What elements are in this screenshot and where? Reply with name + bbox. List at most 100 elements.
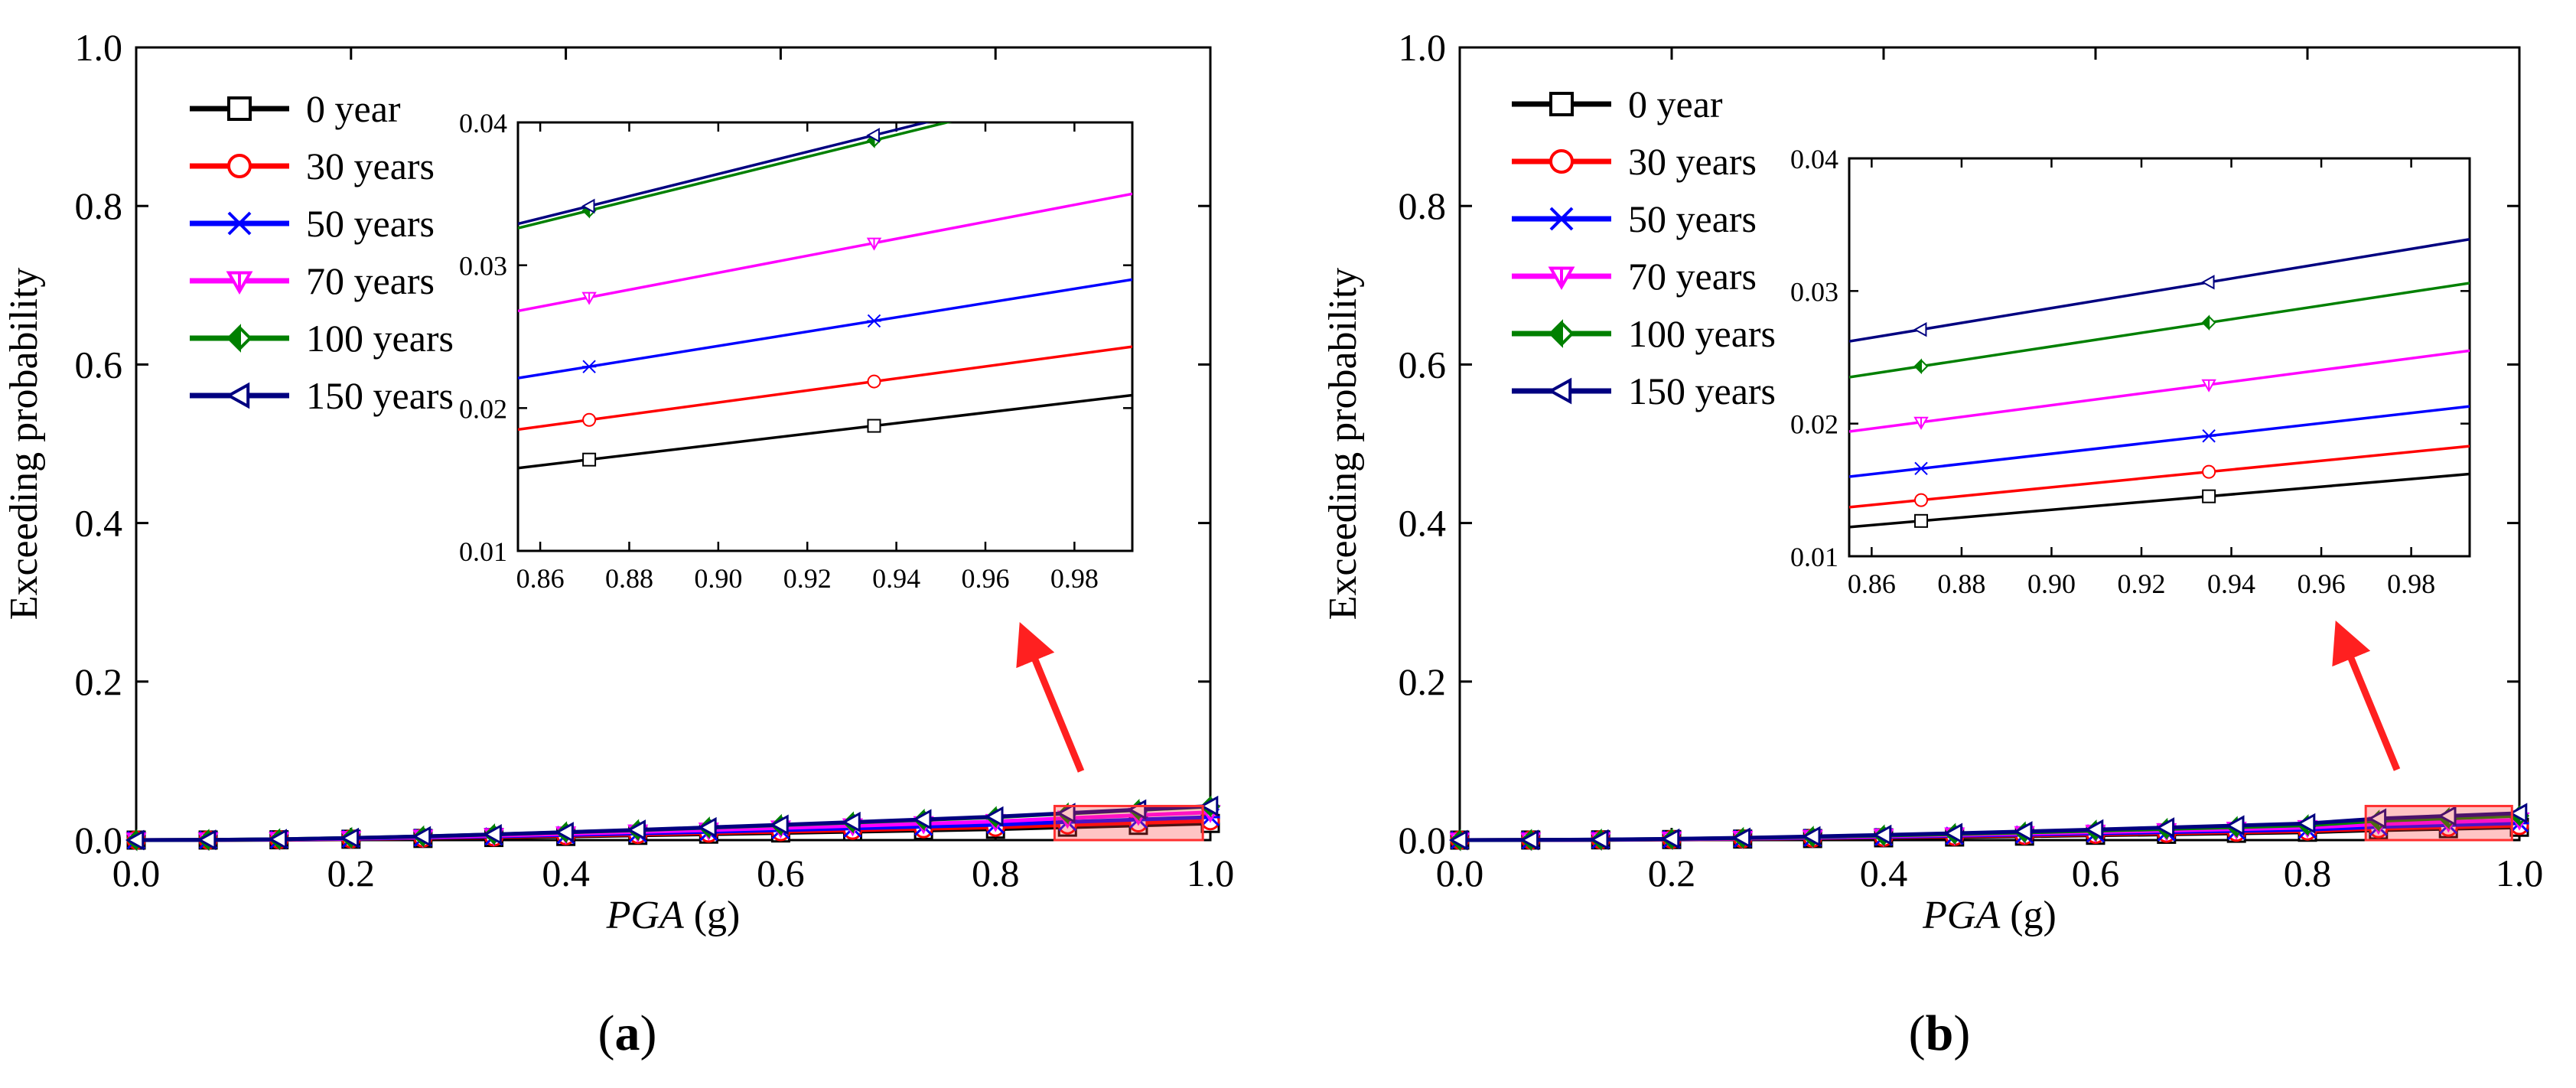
inset-series-group (518, 122, 1132, 470)
inset-series-group (1849, 238, 2470, 529)
legend-item: 150 years (190, 374, 454, 417)
inset-data-point (1913, 461, 1929, 476)
legend-marker-half (226, 324, 241, 353)
inset-data-point (2202, 489, 2216, 503)
legend-marker (227, 96, 252, 121)
inset-x-tick-label: 0.96 (2298, 568, 2346, 599)
inset-series-150-years (1849, 238, 2470, 343)
inset-x-tick-label: 0.88 (605, 563, 653, 594)
inset-series-70-years (1849, 349, 2470, 433)
inset-data-point-half (1913, 358, 1923, 375)
x-tick-label: 0.2 (327, 852, 376, 894)
legend-label: 0 year (306, 87, 401, 130)
legend-marker (225, 382, 250, 409)
legend-item: 150 years (1512, 370, 1776, 412)
inset-series-0-year (1849, 472, 2470, 529)
x-tick-label: 0.6 (2072, 852, 2120, 894)
inset-series-50-years (518, 278, 1132, 379)
legend-item: 0 year (190, 87, 401, 130)
chart-panel-a: 0.0 0.2 0.4 0.6 0.8 1.0 0.0 0.2 0.4 0.6 0.8 1.0 PGA … (2, 26, 1234, 1061)
y-tick-label: 0.2 (75, 660, 123, 703)
x-tick-label: 0.2 (1648, 852, 1696, 894)
data-point (2084, 819, 2104, 840)
inset-x-tick-label: 0.92 (783, 563, 832, 594)
inset-x-tick-label: 0.98 (2387, 568, 2435, 599)
inset-series-150-years (518, 122, 932, 226)
inset-x-tick-label: 0.98 (1050, 563, 1099, 594)
data-point (1731, 827, 1751, 849)
legend-label: 100 years (306, 317, 454, 360)
inset-series-line (518, 393, 1132, 470)
inset-series-line (518, 345, 1132, 432)
data-point (1519, 829, 1539, 851)
data-point (412, 826, 432, 847)
x-axis-label: PGA (g) (1922, 894, 2057, 937)
legend-item: 30 years (1512, 140, 1757, 183)
y-tick-label: 0.8 (1399, 184, 1447, 227)
inset-y-tick-label: 0.04 (1790, 144, 1838, 174)
x-tick-label: 0.4 (1860, 852, 1908, 894)
legend-marker (1549, 149, 1574, 174)
legend-label: 50 years (1628, 197, 1757, 240)
data-point (1057, 803, 1076, 824)
inset-data-point (2201, 429, 2216, 443)
x-tick-label: 0.6 (757, 852, 805, 894)
inset-data-point (867, 374, 881, 389)
data-point (913, 809, 932, 830)
inset-frame (516, 121, 1134, 552)
inset-data-point (1913, 322, 1927, 337)
legend-label: 70 years (1628, 255, 1757, 298)
x-tick-label: 0.0 (1436, 852, 1484, 894)
inset-series-line (518, 122, 953, 230)
legend-marker (1547, 377, 1572, 405)
inset-series-line (518, 278, 1132, 379)
legend-item: 50 years (1512, 197, 1757, 240)
data-point (1943, 823, 1963, 844)
inset-x-tick-label: 0.94 (872, 563, 920, 594)
inset-series-line (1849, 282, 2470, 379)
inset-data-point (582, 452, 597, 467)
inset-data-point (2202, 464, 2216, 479)
data-point (842, 811, 861, 833)
inset-y-tick-label: 0.01 (1790, 542, 1838, 572)
inset-data-point (867, 314, 881, 328)
series-150-years (125, 795, 1219, 851)
x-tick-label: 1.0 (2496, 852, 2544, 894)
y-tick-label: 1.0 (1399, 26, 1447, 69)
y-axis-label: Exceeding probability (1321, 268, 1365, 621)
data-point (125, 829, 145, 851)
inset-series-line (1849, 445, 2470, 509)
inset-series-line (1849, 405, 2470, 478)
y-tick-label: 0.4 (1399, 502, 1447, 545)
panel-label: (a) (598, 1005, 657, 1061)
zoom-arrow (1016, 622, 1085, 773)
data-point (627, 819, 646, 841)
inset-y-tick-label: 0.01 (459, 536, 507, 567)
y-axis-label: Exceeding probability (2, 268, 46, 621)
legend-item: 70 years (1512, 255, 1757, 298)
data-point (340, 827, 360, 849)
inset-series-30-years (1849, 445, 2470, 509)
inset-series-100-years (1849, 282, 2470, 379)
inset-frame (1848, 157, 2471, 558)
inset-series-line (1849, 349, 2470, 433)
legend-item: 50 years (190, 202, 435, 245)
x-tick-label: 0.8 (2284, 852, 2332, 894)
x-tick-label: 1.0 (1187, 852, 1235, 894)
inset-series-line (518, 192, 1132, 313)
legend-label: 150 years (306, 374, 454, 417)
data-point (2014, 821, 2033, 842)
y-tick-label: 0.6 (75, 343, 123, 386)
legend-marker (1549, 92, 1574, 116)
data-point (2508, 803, 2528, 824)
panel-label: (b) (1909, 1005, 1971, 1061)
inset-chart: 0.86 0.88 0.90 0.92 0.94 0.96 0.98 0.01 0.02 0.03… (1790, 144, 2471, 599)
data-point (1199, 795, 1219, 816)
inset-data-point (582, 412, 597, 427)
inset-data-point (1914, 493, 1929, 507)
inset-data-point (1914, 513, 1929, 528)
inset-y-tick-label: 0.02 (1790, 409, 1838, 440)
legend-marker (1549, 207, 1575, 231)
